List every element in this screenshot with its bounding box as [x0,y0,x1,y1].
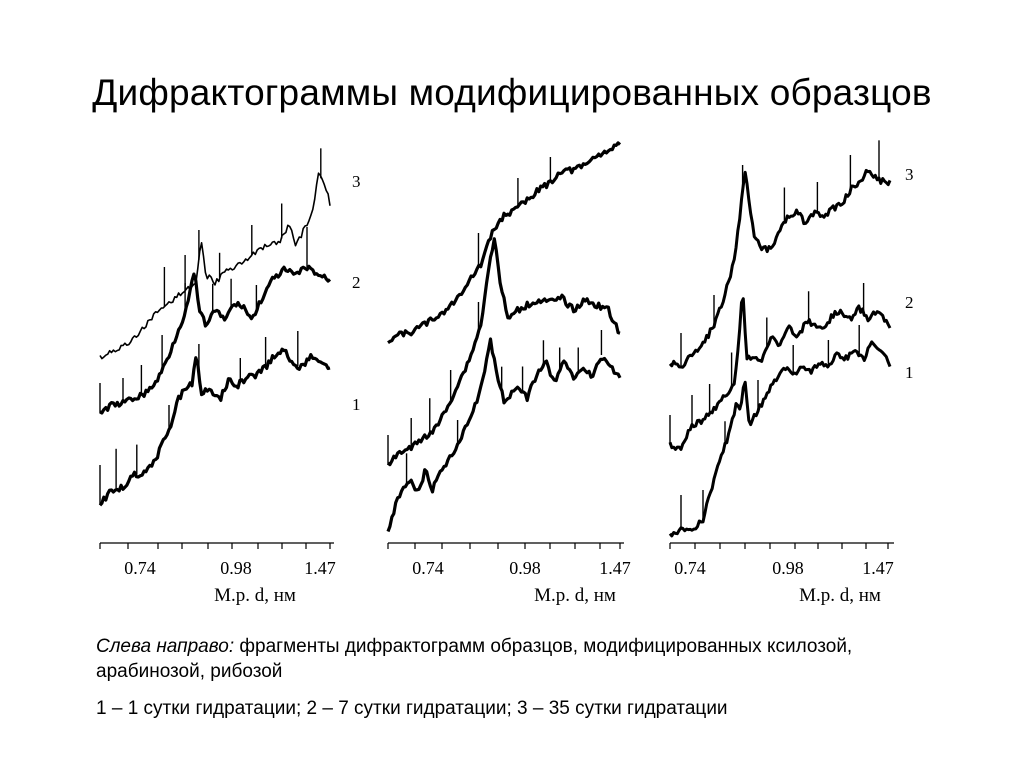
diffractogram-ribose: 3 2 1 0.74 0.98 1.47 M.p. d, нм [668,140,914,606]
x-tick-label: 0.98 [509,558,541,578]
x-tick-label: 1.47 [599,558,631,578]
caption-legend: 1 – 1 сутки гидратации; 2 – 7 сутки гидр… [96,698,728,719]
x-tick-label: 0.74 [674,558,706,578]
diffractogram-arabinose: 0.74 0.98 1.47 M.p. d, нм [386,141,631,606]
x-tick-label: 0.74 [412,558,444,578]
curve-label-2: 2 [905,293,914,312]
slide-title: Дифрактограммы модифицированных образцов [92,72,932,113]
series-1-line [386,337,622,533]
series-3-line [668,168,892,369]
x-tick-label: 1.47 [862,558,894,578]
x-axis-label: M.p. d, нм [799,585,881,606]
x-tick-label: 0.98 [220,558,252,578]
curve-label-2: 2 [352,273,361,292]
x-axis-label: M.p. d, нм [534,585,616,606]
curve-label-3: 3 [905,165,914,184]
curve-label-3: 3 [352,172,361,191]
series-3-line [99,172,331,360]
caption-text: фрагменты дифрактограмм образцов, модифи… [96,636,853,682]
series-1-line [668,340,892,538]
curve-label-1: 1 [905,363,914,382]
curve-label-1: 1 [352,395,361,414]
caption: Слева направо: фрагменты дифрактограмм о… [96,634,936,721]
diffractogram-xylose: 3 2 1 0.74 0.98 1.47 M.p. d, нм [98,148,361,606]
caption-prefix: Слева направо: [96,636,235,657]
caption-description: Слева направо: фрагменты дифрактограмм о… [96,634,936,684]
x-tick-label: 0.98 [772,558,804,578]
series-3-line [387,141,622,345]
x-tick-label: 0.74 [124,558,156,578]
series-2-line [668,297,892,451]
series-2-line [387,237,621,467]
series-1-line [98,347,331,507]
x-tick-label: 1.47 [304,558,336,578]
x-axis-label: M.p. d, нм [214,585,296,606]
series-2-line [99,264,332,415]
